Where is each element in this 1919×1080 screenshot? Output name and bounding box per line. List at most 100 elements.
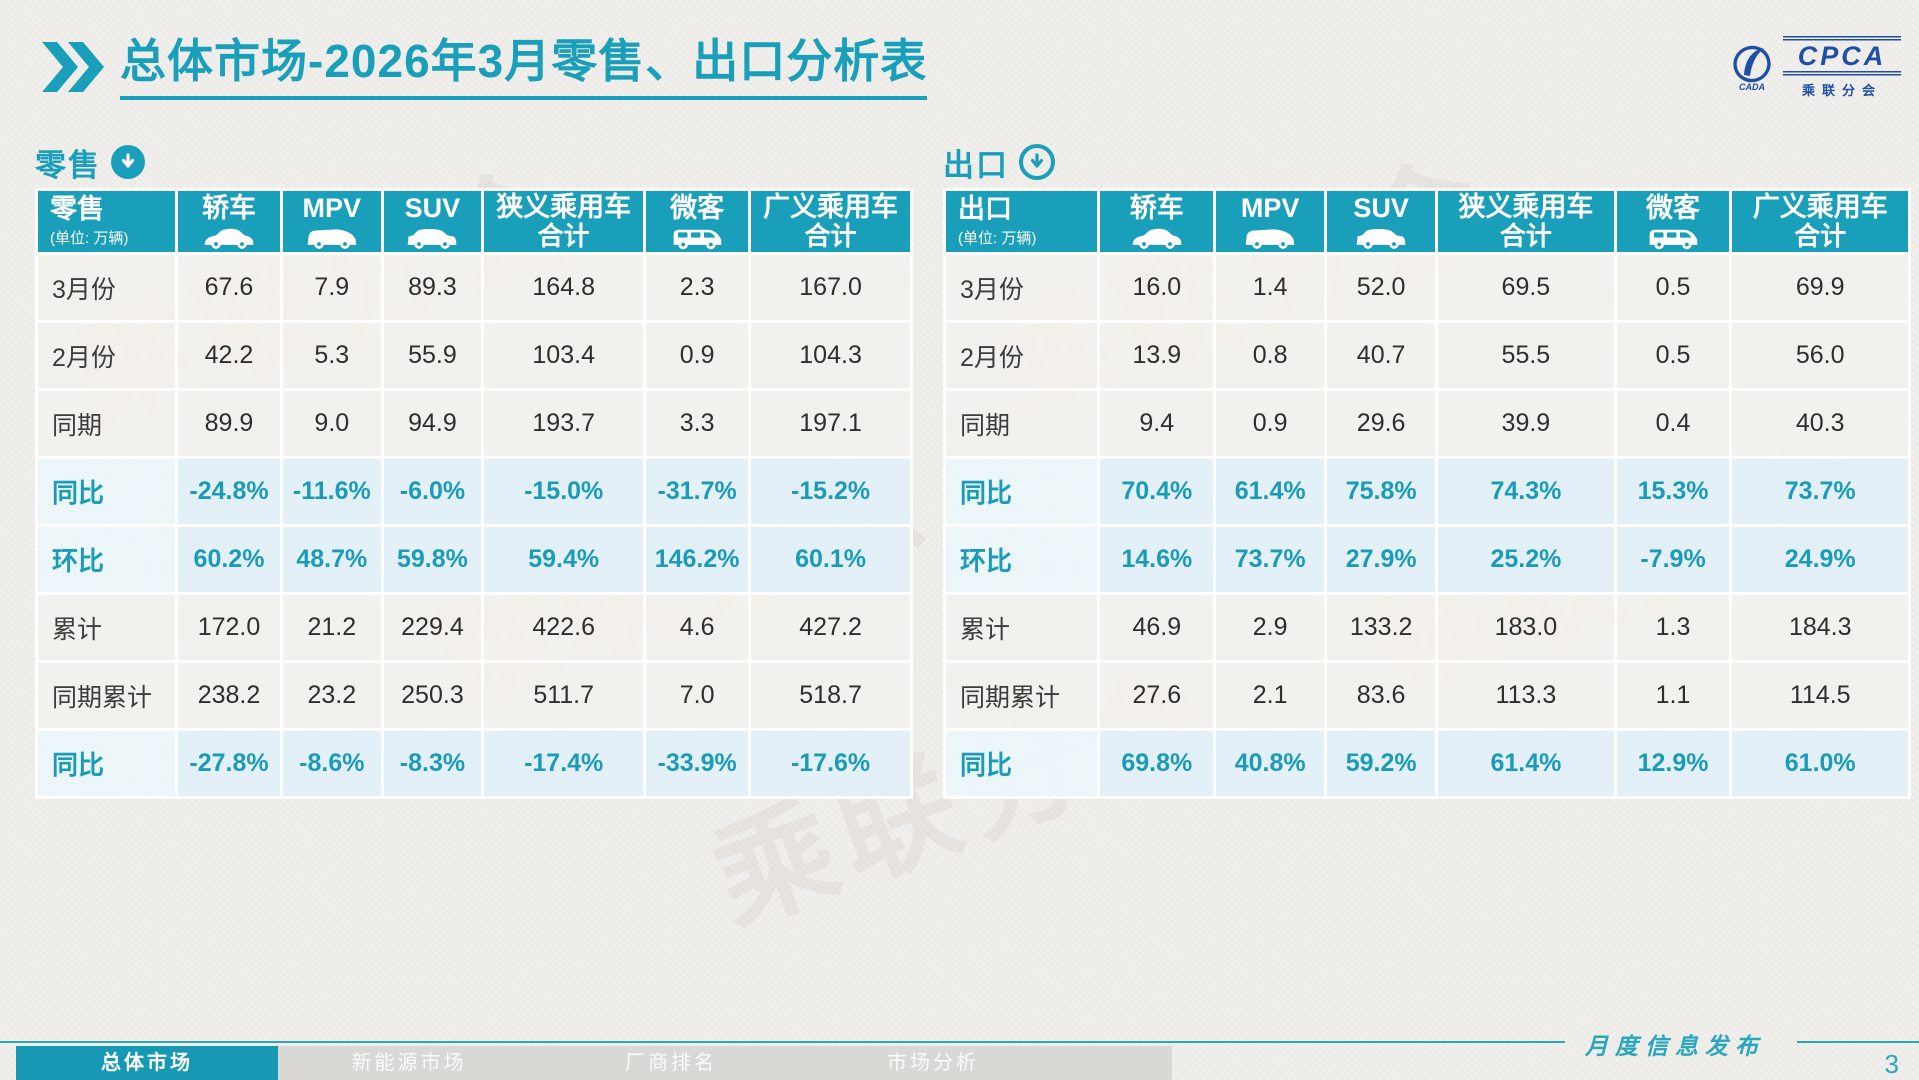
row-label: 3月份 (35, 252, 178, 324)
value-cell: 1.1 (1613, 660, 1733, 732)
header-row: 零售 (单位: 万辆) 轿车 MPV SUV 狭义乘用车 合计 微客 广义乘用车 合计 (35, 187, 913, 256)
value-cell: -31.7% (643, 456, 752, 528)
retail-section-label: 零售 (35, 147, 101, 183)
value-cell: 74.3% (1435, 456, 1617, 528)
column-header: 轿车 (1097, 187, 1217, 256)
row-label: 同期累计 (35, 660, 178, 732)
table-row: 同比 70.4% 61.4% 75.8% 74.3% 15.3% 73.7% (942, 456, 1911, 528)
column-label: SUV (1353, 192, 1409, 223)
down-arrow-icon (1019, 144, 1055, 180)
table-row: 2月份 42.2 5.3 55.9 103.4 0.9 104.3 (35, 320, 913, 392)
column-header: SUV (1324, 187, 1439, 256)
export-section-label: 出口 (943, 147, 1009, 183)
column-header: 广义乘用车 合计 (748, 187, 913, 256)
column-label: 微客 (670, 192, 725, 223)
column-header: 微客 (643, 187, 752, 256)
value-cell: -15.2% (748, 456, 913, 528)
column-label: 轿车 (202, 192, 256, 223)
value-cell: 55.9 (380, 320, 485, 392)
value-cell: 89.3 (380, 252, 485, 324)
suv-icon (1356, 228, 1406, 249)
footer-rule (1797, 1041, 1919, 1043)
row-label: 2月份 (35, 320, 178, 392)
footer-label: 月度信息发布 (1585, 1034, 1765, 1059)
value-cell: 2.9 (1213, 592, 1328, 664)
value-cell: 13.9 (1097, 320, 1217, 392)
row-label: 环比 (942, 524, 1101, 596)
column-label: 狭义乘用车 (496, 192, 632, 222)
column-label: 狭义乘用车 (1458, 192, 1594, 222)
value-cell: 73.7% (1729, 456, 1911, 528)
table-title-cell: 出口 (单位: 万辆) (942, 187, 1101, 256)
nav-tab-3[interactable]: 市场分析 (802, 1046, 1064, 1080)
value-cell: 9.4 (1097, 388, 1217, 460)
value-cell: 172.0 (175, 592, 283, 664)
value-cell: 518.7 (748, 660, 913, 732)
nav-tab-2[interactable]: 厂商排名 (540, 1046, 802, 1080)
minibus-icon (673, 229, 722, 249)
table-row: 环比 14.6% 73.7% 27.9% 25.2% -7.9% 24.9% (942, 524, 1911, 596)
column-header: 微客 (1613, 187, 1733, 256)
value-cell: -17.6% (748, 728, 913, 800)
value-cell: 61.4% (1435, 728, 1617, 800)
column-label-line2: 合计 (804, 221, 857, 252)
value-cell: 59.8% (380, 524, 485, 596)
row-label: 2月份 (942, 320, 1101, 392)
table-row: 同比 -24.8% -11.6% -6.0% -15.0% -31.7% -15.2% (35, 456, 913, 528)
row-label: 同比 (942, 728, 1101, 800)
header-row: 出口 (单位: 万辆) 轿车 MPV SUV 狭义乘用车 合计 微客 广义乘用车 合计 (942, 187, 1911, 256)
cpca-logo-mark-icon: CADA (1733, 45, 1771, 92)
header: 总体市场-2026年3月零售、出口分析表 (42, 36, 928, 100)
value-cell: 27.9% (1324, 524, 1439, 596)
value-cell: -24.8% (175, 456, 283, 528)
value-cell: 60.1% (748, 524, 913, 596)
table-title: 零售 (50, 194, 104, 225)
down-arrow-icon (111, 145, 145, 179)
value-cell: 14.6% (1097, 524, 1217, 596)
column-label: 广义乘用车 (1752, 192, 1888, 222)
value-cell: 427.2 (748, 592, 913, 664)
double-chevron-icon (42, 42, 104, 92)
value-cell: 69.5 (1435, 252, 1617, 324)
table-row: 3月份 16.0 1.4 52.0 69.5 0.5 69.9 (942, 252, 1911, 324)
column-header: 轿车 (175, 187, 283, 256)
value-cell: 0.5 (1613, 252, 1733, 324)
value-cell: 114.5 (1729, 660, 1911, 732)
column-label: MPV (1240, 192, 1300, 223)
table-row: 同比 69.8% 40.8% 59.2% 61.4% 12.9% 61.0% (942, 728, 1911, 800)
retail-table-section: 零售 零售 (单位: 万辆) 轿车 MPV (35, 142, 913, 800)
logo-lines (1783, 71, 1901, 77)
sedan-icon (1132, 228, 1182, 249)
value-cell: 39.9 (1435, 388, 1617, 460)
value-cell: 167.0 (748, 252, 913, 324)
row-label: 同比 (35, 456, 178, 528)
logo-subtitle: 乘联分会 (1801, 83, 1882, 98)
table-row: 同期累计 27.6 2.1 83.6 113.3 1.1 114.5 (942, 660, 1911, 732)
export-table-section: 出口 出口 (单位: 万辆) 轿车 MPV (942, 142, 1911, 800)
value-cell: -11.6% (280, 456, 384, 528)
value-cell: 24.9% (1729, 524, 1911, 596)
suv-icon (408, 228, 457, 249)
value-cell: 23.2 (280, 660, 384, 732)
value-cell: 0.9 (1213, 388, 1328, 460)
value-cell: 46.9 (1097, 592, 1217, 664)
value-cell: 15.3% (1613, 456, 1733, 528)
column-label: SUV (404, 192, 461, 223)
value-cell: -7.9% (1613, 524, 1733, 596)
export-table: 出口 (单位: 万辆) 轿车 MPV SUV 狭义乘用车 合计 微客 广义乘用车 合计… (942, 187, 1911, 800)
nav-tab-0[interactable]: 总体市场 (16, 1046, 278, 1080)
nav-tab-1[interactable]: 新能源市场 (278, 1046, 540, 1080)
value-cell: 183.0 (1435, 592, 1617, 664)
value-cell: 29.6 (1324, 388, 1439, 460)
table-row: 累计 172.0 21.2 229.4 422.6 4.6 427.2 (35, 592, 913, 664)
value-cell: -17.4% (481, 728, 647, 800)
column-label-line2: 合计 (537, 221, 590, 252)
column-header: 广义乘用车 合计 (1729, 187, 1911, 256)
value-cell: 2.3 (643, 252, 752, 324)
value-cell: 0.8 (1213, 320, 1328, 392)
value-cell: 48.7% (280, 524, 384, 596)
value-cell: -27.8% (175, 728, 283, 800)
value-cell: 69.8% (1097, 728, 1217, 800)
value-cell: 7.0 (643, 660, 752, 732)
